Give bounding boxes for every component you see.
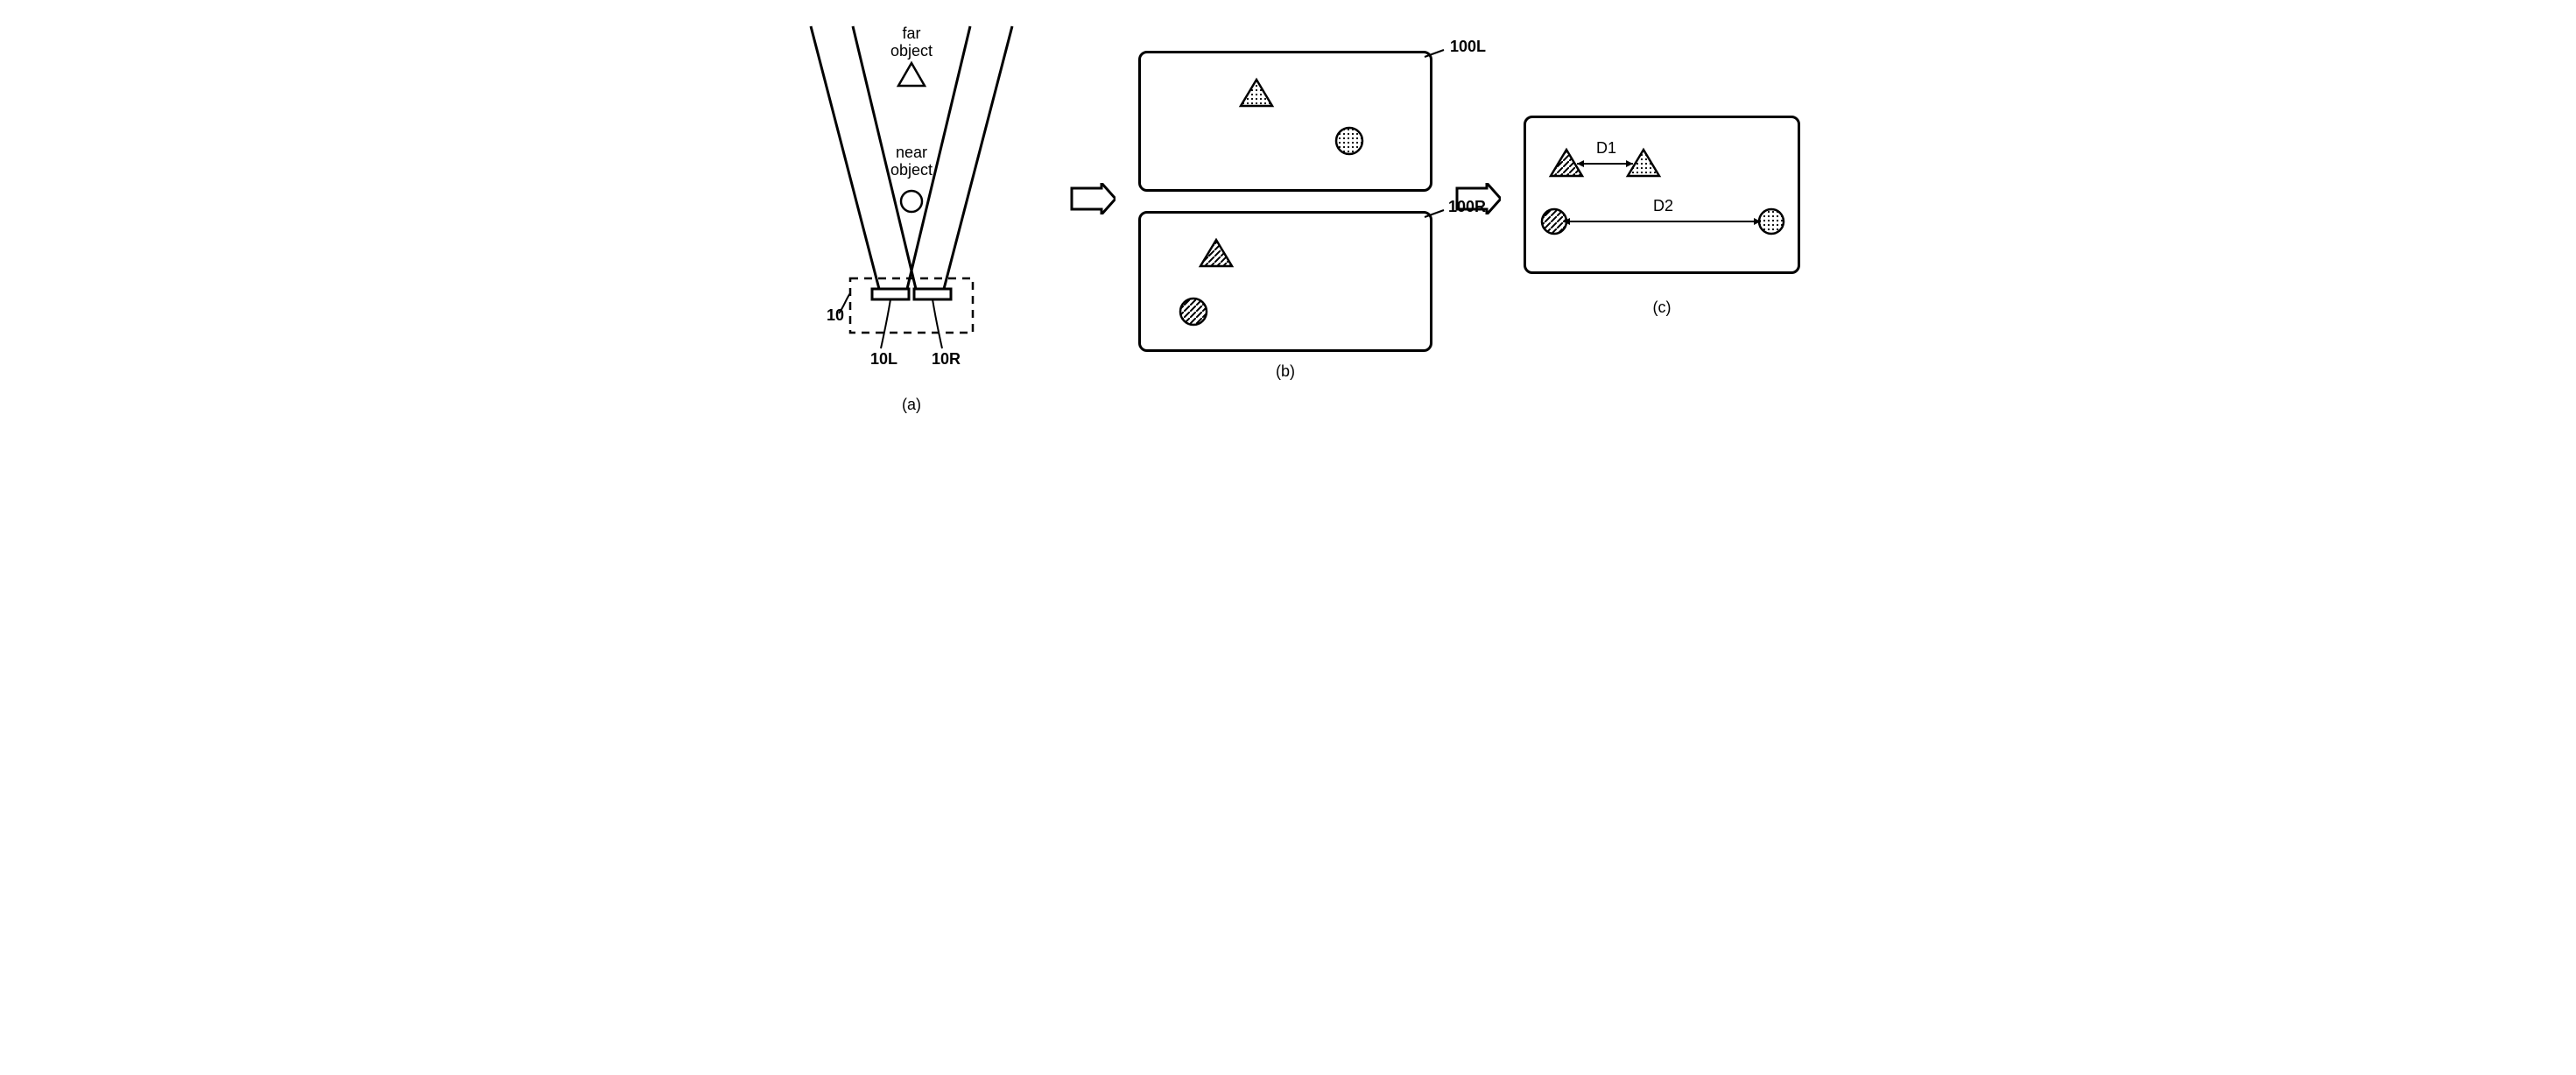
ref-10-leader xyxy=(839,293,850,313)
panel-b-label: (b) xyxy=(1276,362,1295,381)
near-object-text-1: near xyxy=(896,144,927,161)
frame-100L-triangle xyxy=(1241,80,1272,106)
c-circle-hatch xyxy=(1542,209,1566,234)
d1-arrow-right xyxy=(1626,160,1633,167)
near-object-text-2: object xyxy=(890,161,933,179)
frame-c: D1 D2 xyxy=(1524,116,1800,274)
frame-100L: 100L xyxy=(1138,51,1432,192)
ref-100R-label: 100R xyxy=(1448,198,1486,216)
panel-b-frames: 100L 10 xyxy=(1138,51,1432,352)
panel-b: 100L 10 xyxy=(1138,51,1432,381)
c-circle-dots xyxy=(1759,209,1784,234)
d1-label: D1 xyxy=(1596,139,1616,158)
frame-100R-triangle xyxy=(1200,240,1232,266)
panel-c: D1 D2 (c) xyxy=(1524,116,1800,317)
ref-10L-label: 10L xyxy=(870,350,897,368)
camera-body-left xyxy=(872,289,909,299)
frame-100R-circle xyxy=(1180,299,1207,325)
frame-100R-svg xyxy=(1141,214,1430,349)
near-object-circle xyxy=(901,191,922,212)
ref-10L-leader xyxy=(881,299,890,348)
far-object-triangle xyxy=(898,63,925,86)
d2-label: D2 xyxy=(1653,197,1673,215)
figure-container: far object near object 10 xyxy=(653,18,1923,414)
arrow-a-to-b xyxy=(1065,183,1121,214)
far-object-text-2: object xyxy=(890,42,933,60)
beam-r-outer xyxy=(944,26,1012,289)
ref-10R-label: 10R xyxy=(932,350,961,368)
panel-a-svg: far object near object 10 xyxy=(776,18,1047,385)
camera-enclosure-box xyxy=(850,278,973,333)
camera-body-right xyxy=(914,289,951,299)
frame-100L-circle xyxy=(1336,128,1362,154)
ref-10R-leader xyxy=(933,299,942,348)
panel-c-label: (c) xyxy=(1653,299,1672,317)
beam-l-outer xyxy=(811,26,879,289)
arrow-right-icon xyxy=(1072,183,1116,214)
panel-a: far object near object 10 xyxy=(776,18,1047,414)
frame-c-svg xyxy=(1526,118,1798,271)
panel-a-label: (a) xyxy=(902,396,921,414)
frame-100L-svg xyxy=(1141,53,1430,189)
far-object-text-1: far xyxy=(902,25,920,42)
d1-arrow-left xyxy=(1577,160,1584,167)
frame-100R: 100R xyxy=(1138,211,1432,352)
ref-100L-label: 100L xyxy=(1450,38,1486,56)
